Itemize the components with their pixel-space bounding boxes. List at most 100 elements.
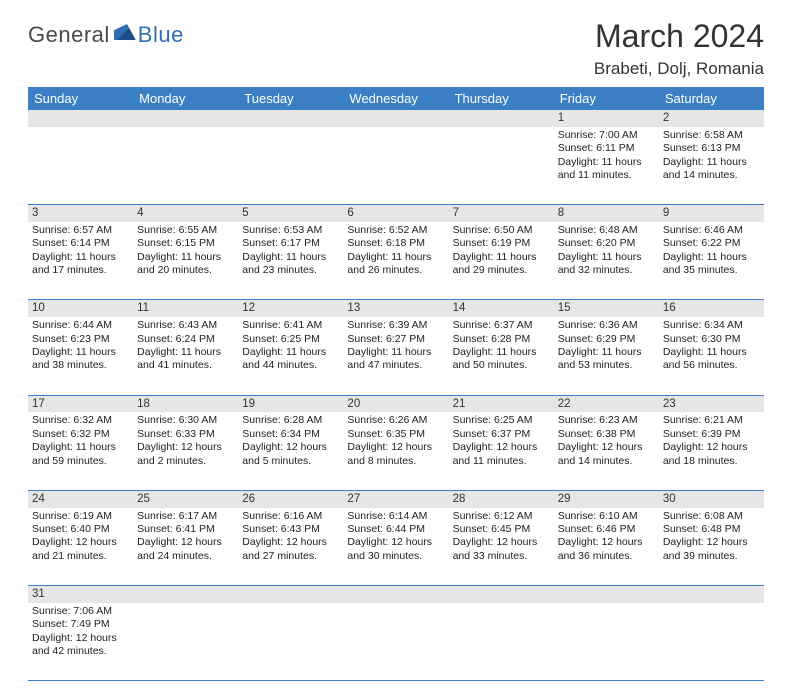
daylight-text: Daylight: 12 hours xyxy=(32,632,129,645)
day-number: 14 xyxy=(453,302,466,314)
day-number-cell: 24 xyxy=(28,490,133,507)
daylight-text: Daylight: 11 hours xyxy=(32,346,129,359)
day-number-cell: 11 xyxy=(133,300,238,317)
day-cell: Sunrise: 6:26 AMSunset: 6:35 PMDaylight:… xyxy=(343,412,448,490)
daylight-text: and 27 minutes. xyxy=(242,550,339,563)
day-number-cell: 27 xyxy=(343,490,448,507)
week-row: Sunrise: 7:06 AMSunset: 7:49 PMDaylight:… xyxy=(28,603,764,681)
day-cell: Sunrise: 6:39 AMSunset: 6:27 PMDaylight:… xyxy=(343,317,448,395)
daylight-text: and 2 minutes. xyxy=(137,455,234,468)
day-number-cell: 2 xyxy=(659,110,764,127)
sunset-text: Sunset: 6:38 PM xyxy=(558,428,655,441)
day-header-row: Sunday Monday Tuesday Wednesday Thursday… xyxy=(28,87,764,110)
week-row: Sunrise: 6:57 AMSunset: 6:14 PMDaylight:… xyxy=(28,222,764,300)
day-number: 30 xyxy=(663,493,676,505)
top-row: General Blue March 2024 Brabeti, Dolj, R… xyxy=(28,18,764,79)
week-row: Sunrise: 6:19 AMSunset: 6:40 PMDaylight:… xyxy=(28,508,764,586)
day-number-cell: 18 xyxy=(133,395,238,412)
day-number-cell: 12 xyxy=(238,300,343,317)
daylight-text: Daylight: 12 hours xyxy=(663,441,760,454)
day-cell: Sunrise: 6:37 AMSunset: 6:28 PMDaylight:… xyxy=(449,317,554,395)
day-number: 31 xyxy=(32,588,45,600)
day-number-cell: 26 xyxy=(238,490,343,507)
daylight-text: and 29 minutes. xyxy=(453,264,550,277)
sunset-text: Sunset: 6:19 PM xyxy=(453,237,550,250)
daylight-text: and 26 minutes. xyxy=(347,264,444,277)
day-number: 21 xyxy=(453,398,466,410)
daylight-text: Daylight: 11 hours xyxy=(558,346,655,359)
sunrise-text: Sunrise: 6:43 AM xyxy=(137,319,234,332)
daylight-text: Daylight: 11 hours xyxy=(137,346,234,359)
day-number: 28 xyxy=(453,493,466,505)
day-number-cell: 23 xyxy=(659,395,764,412)
daylight-text: and 32 minutes. xyxy=(558,264,655,277)
daylight-text: Daylight: 12 hours xyxy=(558,441,655,454)
day-cell: Sunrise: 7:00 AMSunset: 6:11 PMDaylight:… xyxy=(554,127,659,205)
sunset-text: Sunset: 6:18 PM xyxy=(347,237,444,250)
sunset-text: Sunset: 6:44 PM xyxy=(347,523,444,536)
sunrise-text: Sunrise: 6:19 AM xyxy=(32,510,129,523)
day-cell: Sunrise: 6:23 AMSunset: 6:38 PMDaylight:… xyxy=(554,412,659,490)
daylight-text: Daylight: 12 hours xyxy=(32,536,129,549)
sunrise-text: Sunrise: 6:32 AM xyxy=(32,414,129,427)
day-number-cell: 13 xyxy=(343,300,448,317)
daylight-text: Daylight: 12 hours xyxy=(453,536,550,549)
day-header: Friday xyxy=(554,87,659,110)
sunrise-text: Sunrise: 6:46 AM xyxy=(663,224,760,237)
day-number-row: 12 xyxy=(28,110,764,127)
sunset-text: Sunset: 6:30 PM xyxy=(663,333,760,346)
day-cell: Sunrise: 6:44 AMSunset: 6:23 PMDaylight:… xyxy=(28,317,133,395)
sunset-text: Sunset: 6:15 PM xyxy=(137,237,234,250)
daylight-text: and 56 minutes. xyxy=(663,359,760,372)
sunset-text: Sunset: 6:37 PM xyxy=(453,428,550,441)
day-number-cell: 7 xyxy=(449,205,554,222)
daylight-text: and 14 minutes. xyxy=(663,169,760,182)
day-cell: Sunrise: 6:48 AMSunset: 6:20 PMDaylight:… xyxy=(554,222,659,300)
sunset-text: Sunset: 6:22 PM xyxy=(663,237,760,250)
day-number-cell xyxy=(28,110,133,127)
sunset-text: Sunset: 6:46 PM xyxy=(558,523,655,536)
sunrise-text: Sunrise: 6:39 AM xyxy=(347,319,444,332)
day-cell: Sunrise: 6:17 AMSunset: 6:41 PMDaylight:… xyxy=(133,508,238,586)
daylight-text: and 14 minutes. xyxy=(558,455,655,468)
daylight-text: and 8 minutes. xyxy=(347,455,444,468)
day-cell xyxy=(28,127,133,205)
sunset-text: Sunset: 6:39 PM xyxy=(663,428,760,441)
daylight-text: Daylight: 11 hours xyxy=(32,441,129,454)
day-cell: Sunrise: 6:57 AMSunset: 6:14 PMDaylight:… xyxy=(28,222,133,300)
daylight-text: Daylight: 11 hours xyxy=(32,251,129,264)
day-cell xyxy=(133,603,238,681)
sunset-text: Sunset: 6:32 PM xyxy=(32,428,129,441)
daylight-text: and 39 minutes. xyxy=(663,550,760,563)
day-number: 7 xyxy=(453,207,459,219)
daylight-text: Daylight: 12 hours xyxy=(663,536,760,549)
daylight-text: Daylight: 11 hours xyxy=(242,346,339,359)
sunrise-text: Sunrise: 6:58 AM xyxy=(663,129,760,142)
daylight-text: and 23 minutes. xyxy=(242,264,339,277)
sunset-text: Sunset: 6:25 PM xyxy=(242,333,339,346)
sail-icon xyxy=(114,24,136,40)
day-number-cell xyxy=(238,586,343,603)
day-number: 3 xyxy=(32,207,38,219)
day-number: 18 xyxy=(137,398,150,410)
day-cell: Sunrise: 6:55 AMSunset: 6:15 PMDaylight:… xyxy=(133,222,238,300)
daylight-text: and 42 minutes. xyxy=(32,645,129,658)
day-header: Saturday xyxy=(659,87,764,110)
sunrise-text: Sunrise: 6:14 AM xyxy=(347,510,444,523)
day-cell xyxy=(133,127,238,205)
calendar-page: General Blue March 2024 Brabeti, Dolj, R… xyxy=(0,0,792,699)
daylight-text: Daylight: 11 hours xyxy=(242,251,339,264)
day-number-cell: 21 xyxy=(449,395,554,412)
day-number-row: 17181920212223 xyxy=(28,395,764,412)
day-number: 9 xyxy=(663,207,669,219)
day-cell: Sunrise: 6:08 AMSunset: 6:48 PMDaylight:… xyxy=(659,508,764,586)
day-cell: Sunrise: 6:10 AMSunset: 6:46 PMDaylight:… xyxy=(554,508,659,586)
day-cell: Sunrise: 6:25 AMSunset: 6:37 PMDaylight:… xyxy=(449,412,554,490)
day-number-cell: 8 xyxy=(554,205,659,222)
daylight-text: and 53 minutes. xyxy=(558,359,655,372)
day-number: 8 xyxy=(558,207,564,219)
day-number-cell: 25 xyxy=(133,490,238,507)
daylight-text: and 33 minutes. xyxy=(453,550,550,563)
daylight-text: and 21 minutes. xyxy=(32,550,129,563)
daylight-text: Daylight: 11 hours xyxy=(663,346,760,359)
